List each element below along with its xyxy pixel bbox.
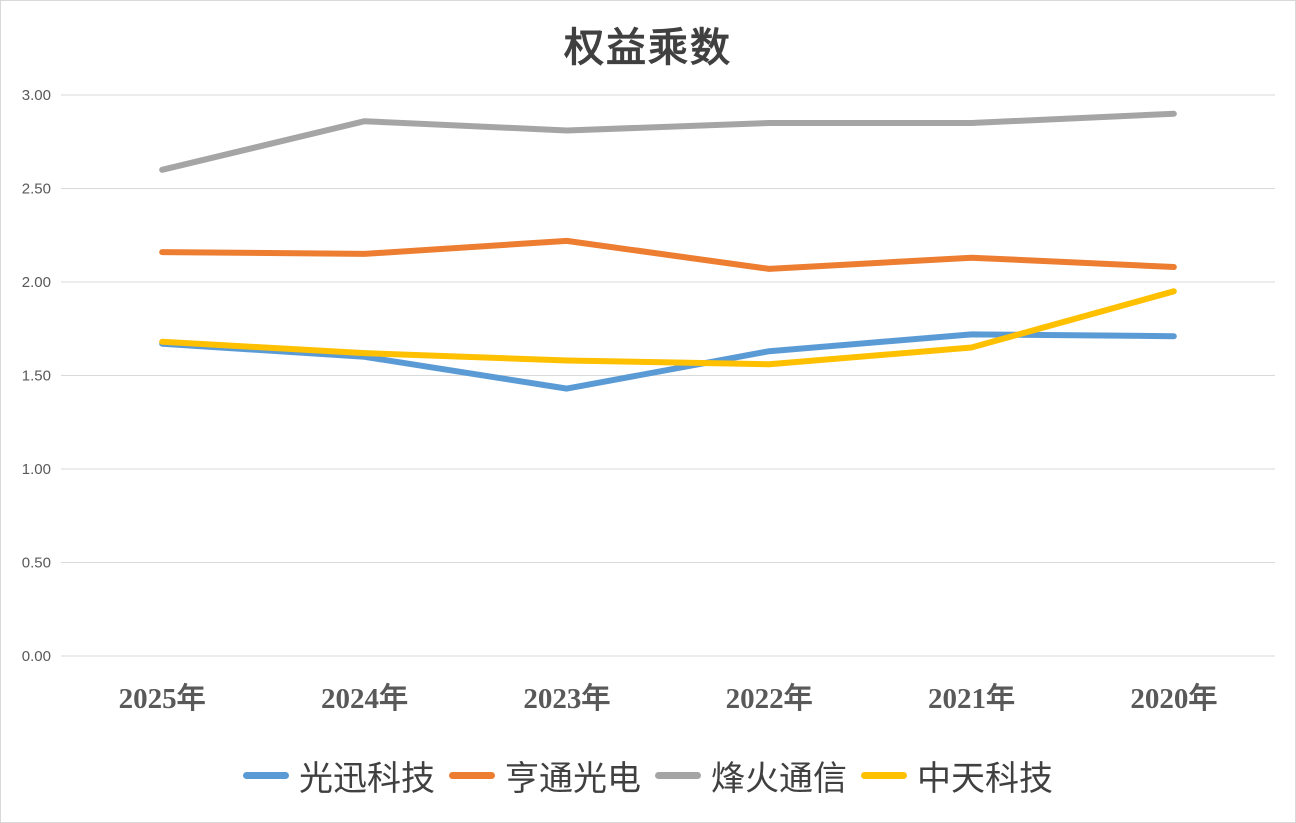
legend-item: 光迅科技 [243,751,435,800]
y-axis-label: 2.50 [22,181,51,198]
legend-marker [243,772,289,779]
y-axis-label: 3.00 [22,87,51,104]
series-line [159,331,1177,392]
legend-item: 亨通光电 [449,751,641,800]
legend-marker [449,772,495,779]
x-axis-label: 2022年 [726,681,813,715]
series-line [159,288,1177,368]
x-axis-label: 2023年 [523,681,610,715]
legend-label: 烽火通信 [711,761,847,798]
legend-label: 中天科技 [917,761,1053,798]
y-axis-label: 1.00 [22,461,51,478]
series-line [159,237,1177,272]
series-line [159,110,1177,173]
x-axis-label: 2025年 [119,681,206,715]
y-axis-label: 2.00 [22,274,51,291]
legend-label: 亨通光电 [505,761,641,798]
x-axis-label: 2021年 [928,681,1015,715]
y-axis-label: 0.50 [22,555,51,572]
legend-label: 光迅科技 [299,761,435,798]
x-axis-label: 2024年 [321,681,408,715]
y-axis-label: 1.50 [22,368,51,385]
x-axis-label: 2020年 [1130,681,1217,715]
legend: 光迅科技 亨通光电 烽火通信 中天科技 [1,751,1295,800]
legend-item: 烽火通信 [655,751,847,800]
chart-title: 权益乘数 [564,25,732,70]
legend-item: 中天科技 [861,751,1053,800]
legend-marker [655,772,701,779]
y-axis-label: 0.00 [22,648,51,665]
legend-marker [861,772,907,779]
